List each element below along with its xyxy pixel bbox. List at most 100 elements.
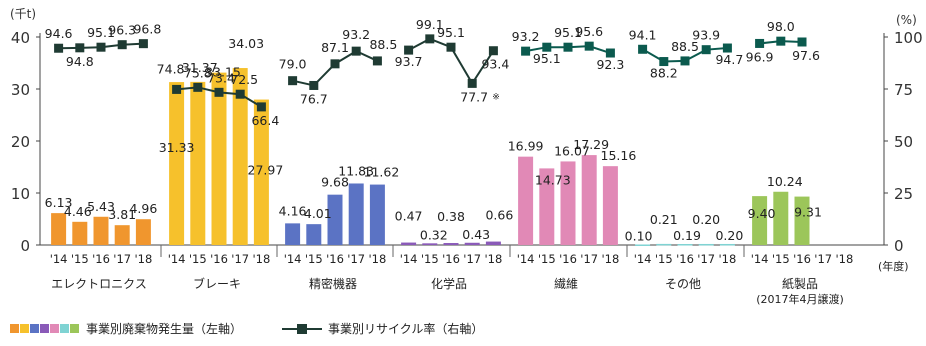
year-tick-label: '18 (836, 252, 854, 266)
recycle-value-label: 74.8 (157, 61, 185, 76)
waste-bar (677, 244, 693, 246)
waste-value-label: 4.16 (279, 203, 307, 218)
recycle-marker (172, 84, 182, 94)
recycle-value-label: 93.2 (512, 29, 540, 44)
recycle-marker (722, 43, 732, 53)
recycle-value-label: 96.8 (133, 22, 161, 37)
chart-svg: (千t) (%)0102030400255075100'14'15'16'17'1… (10, 7, 923, 306)
recycle-marker (659, 57, 669, 67)
legend-line-marker (282, 323, 323, 334)
waste-bar (327, 194, 343, 245)
year-tick-label: '18 (369, 252, 387, 266)
recycle-marker (542, 42, 552, 52)
waste-bar (443, 243, 459, 245)
recycle-marker (584, 41, 594, 51)
year-tick-label: '14 (634, 252, 652, 266)
legend-bars-label: 事業別廃棄物発生量（左軸） (86, 322, 243, 336)
waste-value-label: 5.43 (87, 199, 115, 214)
year-tick-label: '16 (559, 252, 577, 266)
waste-value-label: 0.21 (650, 212, 678, 227)
group-name: 精密機器 (309, 276, 357, 291)
year-tick-label: '18 (485, 252, 503, 266)
recycle-value-label: 96.3 (108, 23, 136, 38)
waste-value-label: 4.46 (64, 204, 92, 219)
recycle-value-label: 75.8 (184, 65, 212, 80)
waste-bar (169, 82, 185, 245)
waste-value-label: 16.07 (554, 143, 590, 158)
waste-bar (211, 72, 227, 246)
recycle-value-label: 87.1 (321, 40, 349, 55)
year-tick-label: '18 (253, 252, 271, 266)
legend-swatch (10, 323, 19, 333)
recycle-marker (193, 82, 203, 92)
waste-bar (602, 166, 618, 245)
year-tick-label: '17 (697, 252, 715, 266)
year-tick-label: '15 (655, 252, 673, 266)
recycle-marker (488, 46, 498, 56)
legend: 事業別廃棄物発生量（左軸） 事業別リサイクル率（右軸） (10, 320, 483, 337)
waste-value-label: 0.10 (625, 228, 653, 243)
left-axis-unit: (千t) (10, 7, 36, 21)
recycle-value-label: 79.0 (279, 57, 307, 72)
right-tick-label: 50 (894, 133, 913, 151)
waste-bar (253, 99, 269, 245)
recycle-value-label: 94.7 (715, 52, 743, 67)
waste-bar (72, 221, 88, 245)
waste-value-label: 0.38 (437, 209, 465, 224)
legend-swatch (70, 323, 79, 333)
waste-value-label: 9.68 (321, 175, 349, 190)
group-note: (2017年4月譲渡) (756, 292, 844, 306)
year-tick-label: '14 (517, 252, 535, 266)
waste-bar (794, 196, 810, 245)
recycle-marker (638, 44, 648, 54)
legend-swatch (30, 323, 39, 333)
year-tick-label: '18 (719, 252, 737, 266)
year-tick-label: '15 (772, 252, 790, 266)
waste-value-label: 0.66 (485, 208, 513, 223)
recycle-value-label: 95.1 (554, 25, 582, 40)
recycle-marker (96, 42, 106, 52)
recycle-marker (256, 102, 266, 112)
year-tick-label: '16 (210, 252, 228, 266)
group-name: 化学品 (431, 276, 467, 291)
recycle-value-label: 93.2 (342, 27, 370, 42)
group-name: その他 (665, 277, 701, 291)
year-tick-label: '16 (442, 252, 460, 266)
left-tick-label: 20 (11, 133, 30, 151)
recycle-marker (309, 80, 319, 90)
recycle-marker (117, 40, 127, 50)
year-tick-label: '16 (676, 252, 694, 266)
year-tick-label: '17 (113, 252, 131, 266)
recycle-value-label: 93.7 (395, 54, 423, 69)
waste-value-label: 0.20 (715, 228, 743, 243)
waste-bar (51, 213, 67, 245)
recycle-marker (425, 34, 435, 44)
year-tick-label: '15 (538, 252, 556, 266)
waste-value-label: 4.96 (129, 201, 157, 216)
year-tick-label: '15 (421, 252, 439, 266)
recycle-marker (776, 36, 786, 46)
recycle-marker (372, 56, 382, 66)
recycle-value-label: 94.6 (45, 26, 73, 41)
recycle-value-label: 95.6 (575, 24, 603, 39)
recycle-value-label: 88.5 (671, 39, 699, 54)
recycle-marker (214, 87, 224, 97)
waste-bar (135, 219, 151, 245)
recycle-value-label: 96.9 (746, 49, 774, 64)
waste-value-label: 11.62 (364, 165, 400, 180)
recycle-value-label: 95.1 (87, 25, 115, 40)
right-tick-label: 25 (894, 185, 913, 203)
waste-bar (773, 191, 789, 245)
year-tick-label: '18 (602, 252, 620, 266)
waste-value-label: 15.16 (601, 148, 637, 163)
year-tick-label: '18 (135, 252, 153, 266)
recycle-marker (563, 42, 573, 52)
waste-bar (539, 168, 555, 245)
waste-value-label: 6.13 (45, 195, 73, 210)
group-name: 紙製品 (782, 276, 818, 291)
recycle-value-label: 77.7 (460, 89, 488, 104)
recycle-marker (351, 46, 361, 56)
recycle-marker (138, 39, 148, 49)
recycle-marker (605, 48, 615, 58)
